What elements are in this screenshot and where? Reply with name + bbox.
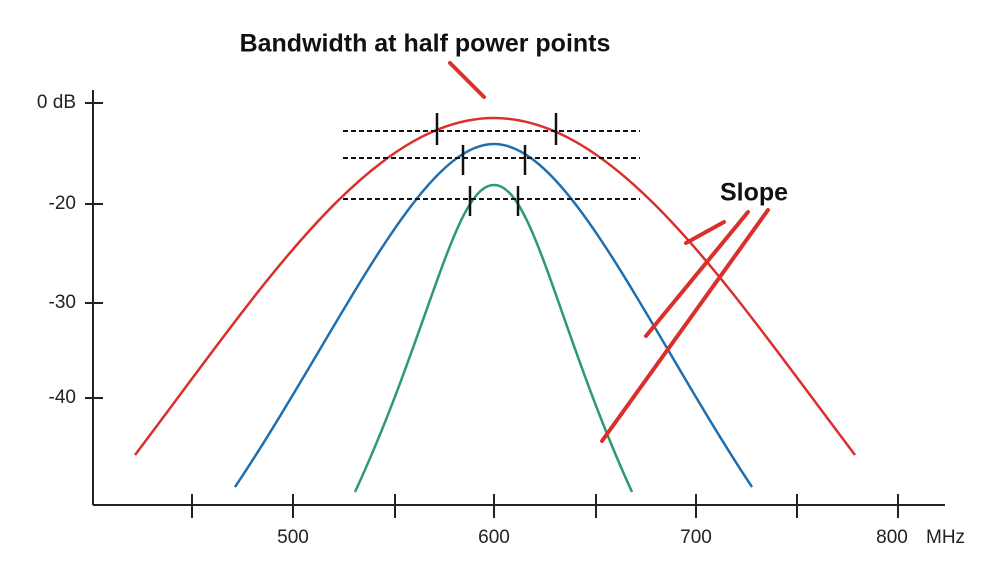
title: Bandwidth at half power points <box>240 30 611 58</box>
x-tick-label: 800 <box>876 527 908 548</box>
x-tick-label: 600 <box>478 527 510 548</box>
slope-pointer <box>644 210 750 338</box>
slope-label: Slope <box>720 179 788 207</box>
x-tick-label: 700 <box>680 527 712 548</box>
axes <box>85 90 945 518</box>
y-tick-label: 0 dB <box>37 92 76 113</box>
pointer <box>448 61 486 99</box>
blue-curve <box>233 142 754 488</box>
x-tick-label: 500 <box>277 527 309 548</box>
green-curve <box>353 183 634 493</box>
y-tick-label: -40 <box>49 387 76 408</box>
red-curve <box>134 116 856 456</box>
y-tick-label: -20 <box>49 193 76 214</box>
slope-pointer <box>600 208 770 443</box>
x-unit: MHz <box>926 527 965 548</box>
slope-pointer <box>684 220 726 245</box>
y-tick-label: -30 <box>49 292 76 313</box>
